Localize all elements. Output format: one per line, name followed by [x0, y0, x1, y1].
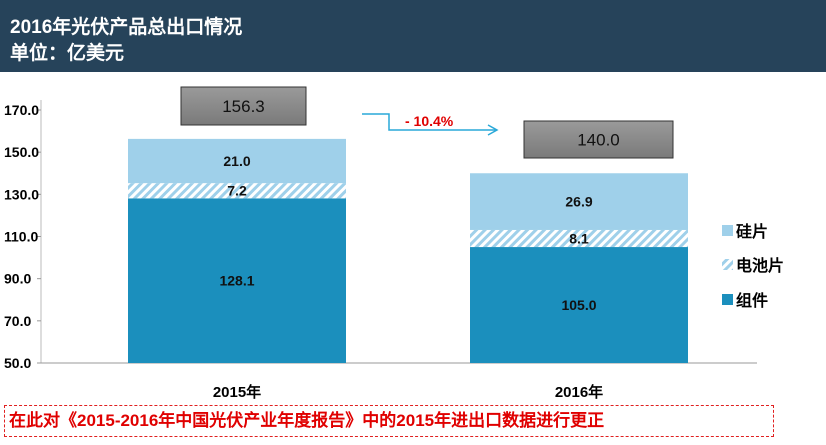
legend-swatch: [722, 259, 733, 270]
y-tick-label: 130.0: [4, 186, 39, 202]
bar-segment-电池片: [470, 229, 688, 248]
unit-label: 单位：亿美元: [10, 43, 125, 64]
legend-swatch: [722, 294, 733, 305]
y-tick-label: 90.0: [4, 271, 31, 287]
chart-title: 2016年光伏产品总出口情况: [10, 17, 243, 38]
bar-segment-硅片: [128, 138, 346, 184]
total-label: 140.0: [577, 131, 620, 150]
y-tick-label: 150.0: [4, 144, 39, 160]
total-box: [180, 86, 307, 126]
value-label: 21.0: [223, 153, 250, 169]
bar-segment-组件: [128, 198, 346, 363]
bar-segment-硅片: [470, 173, 688, 230]
x-tick-label: 2016年: [555, 383, 603, 401]
value-label: 26.9: [565, 194, 592, 210]
x-tick-label: 2015年: [213, 383, 261, 401]
y-tick-label: 110.0: [4, 229, 38, 245]
legend-label: 硅片: [736, 222, 768, 241]
value-label: 8.1: [569, 231, 589, 247]
value-label: 105.0: [561, 297, 596, 313]
total-box: [523, 120, 674, 159]
bar-segment-组件: [470, 247, 688, 363]
change-arrow: [362, 113, 499, 136]
correction-note: 在此对《2015-2016年中国光伏产业年度报告》中的2015年进出口数据进行更…: [4, 405, 774, 437]
bar-segment-电池片: [128, 183, 346, 199]
change-label: - 10.4%: [405, 113, 454, 129]
value-label: 7.2: [227, 183, 247, 199]
legend-swatch: [722, 225, 733, 236]
total-label: 156.3: [222, 97, 265, 116]
y-tick-label: 50.0: [4, 355, 31, 371]
legend-label: 组件: [736, 291, 768, 310]
legend-label: 电池片: [736, 256, 784, 275]
header-band: 2016年光伏产品总出口情况 单位：亿美元: [0, 0, 826, 72]
value-label: 128.1: [219, 273, 254, 289]
y-tick-label: 170.0: [4, 102, 39, 118]
y-tick-label: 70.0: [4, 313, 31, 329]
